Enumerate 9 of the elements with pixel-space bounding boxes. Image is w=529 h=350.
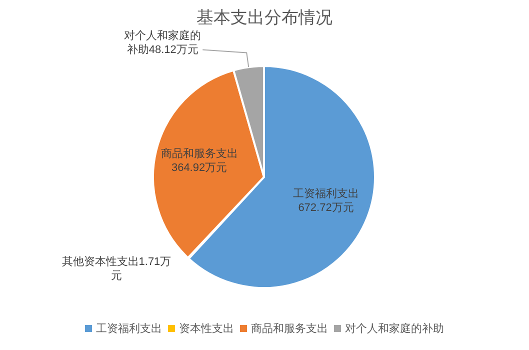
legend-label: 工资福利支出 [95, 322, 162, 336]
data-label: 工资福利支出672.72万元 [292, 187, 360, 216]
legend-label: 对个人和家庭的补助 [344, 322, 444, 336]
data-label: 对个人和家庭的补助48.12万元 [123, 28, 202, 57]
chart-title: 基本支出分布情况 [196, 7, 334, 29]
legend-label: 商品和服务支出 [250, 322, 328, 336]
legend-label: 资本性支出 [178, 322, 234, 336]
data-label: 其他资本性支出1.71万元 [60, 254, 172, 283]
data-label: 商品和服务支出364.92万元 [160, 147, 239, 176]
